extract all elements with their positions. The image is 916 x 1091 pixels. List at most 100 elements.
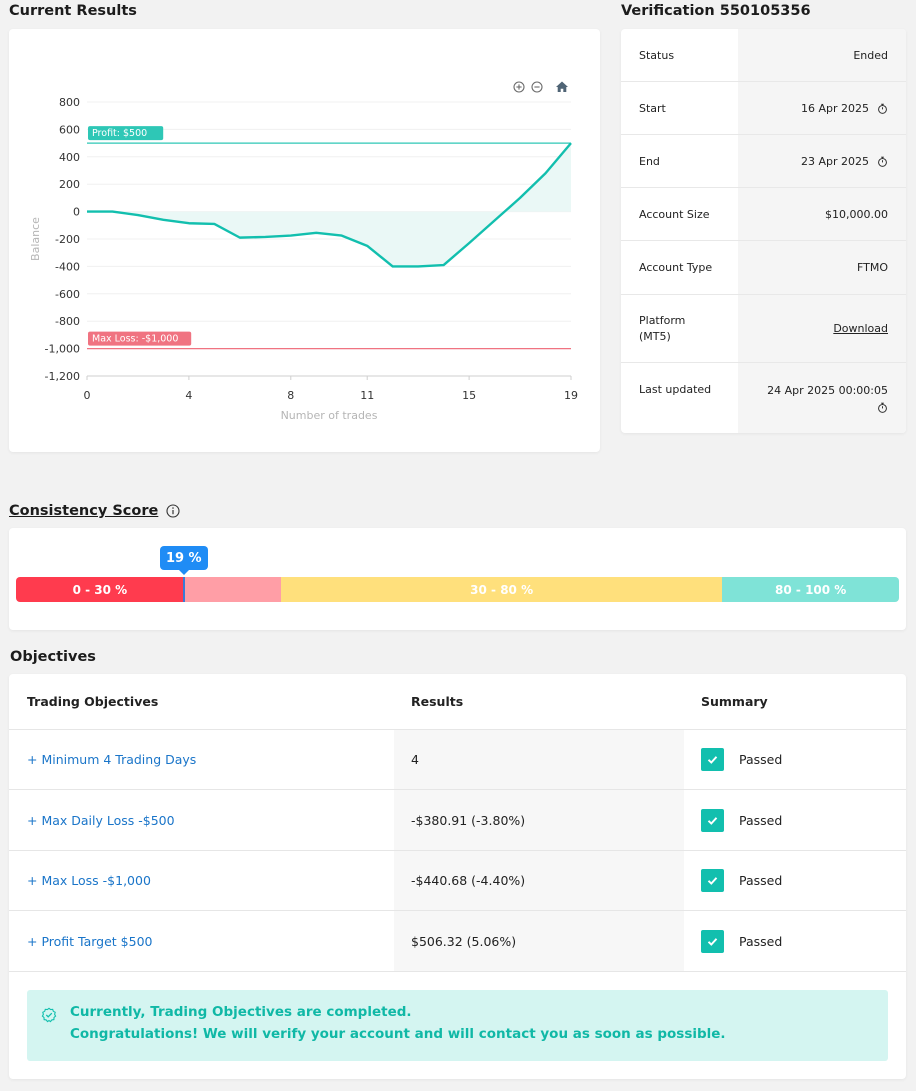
verification-label: Start [639, 101, 666, 115]
summary-status: Passed [739, 873, 783, 888]
series-area [87, 143, 571, 267]
x-tick-label: 0 [84, 389, 91, 402]
objectives-header-row: Trading Objectives Results Summary [9, 674, 906, 730]
consistency-card: 19 % 0 - 30 % 30 - 80 % 80 - 100 % [9, 528, 906, 630]
summary-status: Passed [739, 933, 783, 949]
verification-card: Status Ended Start 16 Apr 2025 End 23 Ap… [621, 29, 906, 433]
max-loss-label: Max Loss: -$1,000 [92, 334, 178, 345]
objective-link[interactable]: + Max Daily Loss -$500 [27, 812, 175, 828]
y-tick-label: -800 [55, 315, 80, 328]
score-bar: 0 - 30 % 30 - 80 % 80 - 100 % [16, 577, 899, 602]
y-tick-label: 400 [59, 151, 80, 164]
check-icon [701, 869, 724, 892]
check-icon [701, 929, 724, 953]
x-tick-label: 19 [564, 389, 578, 402]
summary-cell: Passed [684, 911, 906, 971]
objective-cell: + Minimum 4 Trading Days [9, 730, 394, 789]
summary-cell: Passed [684, 851, 906, 910]
stopwatch-icon [878, 402, 887, 413]
chart-card: 800 600 400 200 0 -200 -400 -600 -800 -1,000 -1,20… [9, 29, 600, 452]
zoom-in-icon[interactable] [513, 81, 525, 93]
check-icon [701, 808, 724, 832]
segment-low-remainder [183, 577, 281, 602]
badge-pointer [178, 570, 189, 575]
score-value: 19 % [165, 550, 202, 566]
y-tick-label: -1,200 [45, 370, 80, 383]
objective-link[interactable]: + Profit Target $500 [27, 933, 153, 949]
objective-link[interactable]: + Minimum 4 Trading Days [27, 752, 197, 767]
profit-target-label-bg [88, 126, 164, 141]
objective-cell: + Max Daily Loss -$500 [9, 790, 394, 850]
account-type-value: FTMO [738, 241, 906, 294]
segment-mid: 30 - 80 % [280, 577, 723, 602]
result-cell: $506.32 (5.06%) [394, 911, 684, 971]
success-alert: Currently, Trading Objectives are comple… [27, 990, 888, 1061]
verification-row-start: Start 16 Apr 2025 [621, 82, 906, 135]
result-cell: -$440.68 (-4.40%) [394, 851, 684, 910]
segment-high: 80 - 100 % [722, 577, 899, 602]
alert-line-1: Currently, Trading Objectives are comple… [70, 1004, 412, 1020]
platform-label-line1: Platform [639, 313, 686, 327]
balance-chart: 800 600 400 200 0 -200 -400 -600 -800 -1,000 -1,20… [29, 81, 578, 422]
y-tick-label: -600 [55, 288, 80, 301]
segment-low [16, 577, 184, 602]
x-axis-title: Number of trades [281, 409, 378, 422]
stopwatch-icon [878, 156, 887, 167]
platform-label-line2: (MT5) [639, 329, 671, 343]
y-tick-label: -400 [55, 260, 80, 273]
summary-cell: Passed [684, 730, 906, 789]
verification-row-account-size: Account Size $10,000.00 [621, 188, 906, 241]
current-results-title: Current Results [9, 3, 137, 19]
platform-label: Platform (MT5) [621, 295, 738, 362]
score-marker [182, 577, 185, 602]
objective-link[interactable]: + Max Loss -$1,000 [27, 873, 151, 888]
result-cell: -$380.91 (-3.80%) [394, 790, 684, 850]
objective-cell: + Profit Target $500 [9, 911, 394, 971]
alert-line-2: Congratulations! We will verify your acc… [70, 1026, 726, 1042]
verification-label: Account Size [639, 207, 710, 221]
profit-target-label: Profit: $500 [92, 128, 147, 139]
status-value: Ended [738, 29, 906, 81]
y-tick-label: 0 [73, 206, 80, 219]
consistency-title[interactable]: Consistency Score [9, 503, 159, 519]
table-row: + Max Loss -$1,000 -$440.68 (-4.40%) Pas… [9, 851, 906, 911]
verified-badge-icon [41, 1007, 57, 1023]
objectives-card: Trading Objectives Results Summary + Min… [9, 674, 906, 1079]
objectives-title: Objectives [10, 649, 96, 665]
table-row: + Minimum 4 Trading Days 4 Passed [9, 730, 906, 790]
header-results: Results [394, 674, 684, 729]
header-trading-objectives: Trading Objectives [27, 694, 159, 709]
info-icon[interactable] [166, 504, 180, 518]
y-axis-title: Balance [29, 217, 42, 261]
x-tick-label: 11 [360, 389, 374, 402]
end-date: 23 Apr 2025 [800, 154, 869, 168]
objective-cell: + Max Loss -$1,000 [9, 851, 394, 910]
segment-low-label: 0 - 30 % [72, 582, 128, 597]
table-row: + Profit Target $500 $506.32 (5.06%) Pas… [9, 911, 906, 972]
home-reset-icon[interactable] [556, 81, 568, 93]
verification-row-account-type: Account Type FTMO [621, 241, 906, 295]
balance-line [87, 142, 572, 268]
verification-row-platform: Platform (MT5) Download [621, 295, 906, 363]
end-value: 23 Apr 2025 [738, 135, 906, 187]
y-tick-label: 800 [59, 96, 80, 109]
x-tick-label: 8 [287, 389, 294, 402]
check-icon [701, 748, 724, 771]
verification-label: Status [639, 48, 675, 62]
last-updated-value: 24 Apr 2025 00:00:05 [738, 363, 906, 433]
verification-row-last-updated: Last updated 24 Apr 2025 00:00:05 [621, 363, 906, 433]
summary-status: Passed [739, 752, 783, 767]
y-tick-label: -200 [55, 233, 80, 246]
start-value: 16 Apr 2025 [738, 82, 906, 134]
platform-value: Download [738, 295, 906, 362]
last-updated-time: 24 Apr 2025 00:00:05 [767, 384, 888, 397]
consistency-header: Consistency Score [9, 503, 180, 519]
verification-label: Account Type [639, 261, 713, 274]
download-link[interactable]: Download [833, 322, 888, 335]
y-tick-label: 600 [59, 123, 80, 136]
score-badge: 19 % [159, 546, 208, 575]
max-loss-label-bg [88, 331, 192, 346]
y-tick-label: -1,000 [45, 343, 80, 356]
zoom-out-icon[interactable] [531, 81, 543, 93]
verification-label: Last updated [639, 383, 712, 396]
